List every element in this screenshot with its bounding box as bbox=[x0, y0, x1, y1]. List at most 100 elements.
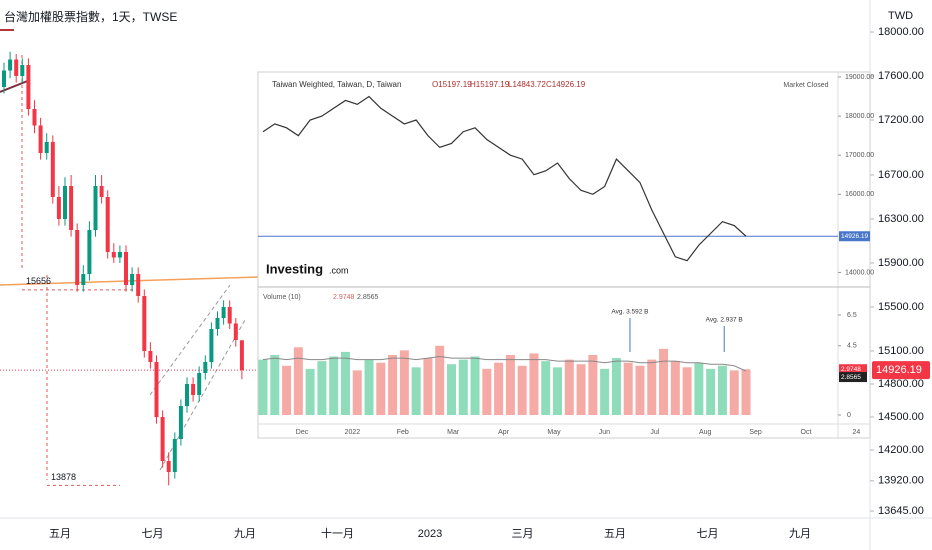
candle-body bbox=[111, 252, 116, 258]
y-tick-label: 14500.00 bbox=[878, 411, 924, 423]
volume-title: Volume (10) bbox=[263, 294, 301, 301]
y-tick-label: 18000.00 bbox=[845, 113, 874, 120]
y-tick-label: 16700.00 bbox=[878, 169, 924, 181]
last-price-box bbox=[872, 361, 930, 380]
x-tick-label: 九月 bbox=[234, 527, 256, 540]
volume-bar bbox=[293, 347, 303, 415]
candle-body bbox=[136, 274, 141, 296]
y-tick-label: 19000.00 bbox=[845, 74, 874, 81]
y-tick-label: 16000.00 bbox=[845, 191, 874, 198]
last-price-label: 14926.19 bbox=[876, 364, 922, 376]
price-line bbox=[262, 95, 747, 262]
x-tick-label: Jun bbox=[599, 429, 610, 436]
volume-bar bbox=[399, 350, 409, 415]
candle-body bbox=[105, 197, 110, 252]
candle-body bbox=[93, 186, 98, 230]
candle-body bbox=[185, 384, 189, 406]
volume-bar bbox=[340, 351, 350, 415]
volume-bar bbox=[729, 370, 739, 415]
level-label: 13878 bbox=[51, 472, 76, 482]
x-tick-label: Aug bbox=[699, 429, 712, 436]
volume-bar bbox=[694, 362, 704, 415]
x-tick-label: Apr bbox=[498, 429, 510, 436]
ohlc-label: C14926.19 bbox=[546, 80, 586, 89]
candle-body bbox=[99, 186, 104, 197]
x-tick-label: 2023 bbox=[418, 528, 442, 540]
candle-body bbox=[87, 230, 92, 274]
x-tick-label: 九月 bbox=[789, 527, 811, 540]
candle-body bbox=[215, 318, 220, 329]
volume-bar bbox=[494, 362, 504, 415]
candle-body bbox=[26, 65, 31, 109]
annotation: Avg. 2.937 B bbox=[706, 317, 743, 324]
candle-body bbox=[233, 323, 238, 340]
volume-bar bbox=[741, 369, 751, 415]
candle-body bbox=[227, 307, 232, 324]
candle-body bbox=[166, 461, 171, 472]
y-tick-label: 15100.00 bbox=[878, 345, 924, 357]
candle-body bbox=[20, 65, 25, 76]
y-tick-label: 17000.00 bbox=[845, 152, 874, 159]
volume-bar bbox=[623, 362, 633, 415]
volume-bar bbox=[564, 359, 574, 415]
x-tick-label: 五月 bbox=[49, 528, 71, 540]
candle-body bbox=[56, 197, 61, 219]
candle-body bbox=[209, 329, 214, 362]
candle-body bbox=[178, 406, 183, 439]
volume-bar bbox=[682, 367, 692, 415]
candle-body bbox=[38, 125, 43, 153]
ohlc-label: H15197.19 bbox=[470, 80, 510, 89]
volume-legend: 2.9748 bbox=[333, 294, 355, 301]
y-tick-label: 13645.00 bbox=[878, 505, 924, 517]
chart-title: 台灣加權股票指數，1天，TWSE bbox=[4, 9, 177, 24]
x-tick-label: Jul bbox=[650, 429, 659, 436]
volume-bar bbox=[376, 362, 386, 415]
x-tick-label: Oct bbox=[801, 429, 812, 436]
candle-body bbox=[124, 252, 128, 285]
x-tick-label: 七月 bbox=[697, 527, 719, 540]
candle-body bbox=[81, 274, 86, 285]
last-price-label: 14926.19 bbox=[841, 233, 868, 240]
candle-body bbox=[172, 439, 177, 472]
level-label: 15656 bbox=[26, 276, 51, 286]
candle-body bbox=[130, 274, 135, 285]
annotation: Avg. 3.592 B bbox=[611, 309, 648, 316]
volume-bar bbox=[470, 356, 480, 415]
trend-line bbox=[0, 79, 31, 93]
candle-body bbox=[148, 351, 153, 362]
volume-bar bbox=[435, 345, 445, 415]
volume-value-box bbox=[839, 364, 867, 375]
volume-bar bbox=[364, 359, 374, 415]
candle-body bbox=[50, 142, 55, 197]
candle-body bbox=[154, 362, 159, 417]
ohlc-label: L14843.72 bbox=[508, 80, 546, 89]
x-tick-label: 24 bbox=[853, 429, 861, 436]
volume-bar bbox=[588, 355, 598, 415]
y-tick-label: 17600.00 bbox=[878, 70, 924, 82]
y-tick-label: 14800.00 bbox=[878, 378, 924, 390]
volume-bar bbox=[411, 367, 421, 415]
logo: .com bbox=[329, 265, 349, 275]
market-status: Market Closed bbox=[783, 82, 828, 89]
candle-body bbox=[203, 362, 208, 373]
y-tick-label: 18000.00 bbox=[878, 26, 924, 38]
currency: TWD bbox=[888, 10, 913, 22]
ohlc-label: O15197.19 bbox=[432, 80, 472, 89]
volume-bar bbox=[482, 368, 492, 415]
volume-bar bbox=[423, 358, 433, 415]
x-tick-label: Dec bbox=[296, 429, 309, 436]
volume-bar bbox=[458, 359, 468, 415]
y-tick-label: 17200.00 bbox=[878, 114, 924, 126]
x-tick-label: Sep bbox=[749, 429, 762, 436]
volume-bar bbox=[670, 361, 680, 415]
channel-line bbox=[149, 284, 231, 396]
volume-bar bbox=[659, 348, 669, 415]
x-tick-label: 五月 bbox=[604, 528, 626, 540]
x-tick-label: 2022 bbox=[345, 429, 361, 436]
y-tick-label: 13920.00 bbox=[878, 475, 924, 487]
volume-bar bbox=[635, 365, 645, 415]
volume-bar bbox=[505, 355, 515, 415]
y-tick-label: 6.5 bbox=[847, 312, 857, 319]
candle-body bbox=[221, 307, 226, 318]
